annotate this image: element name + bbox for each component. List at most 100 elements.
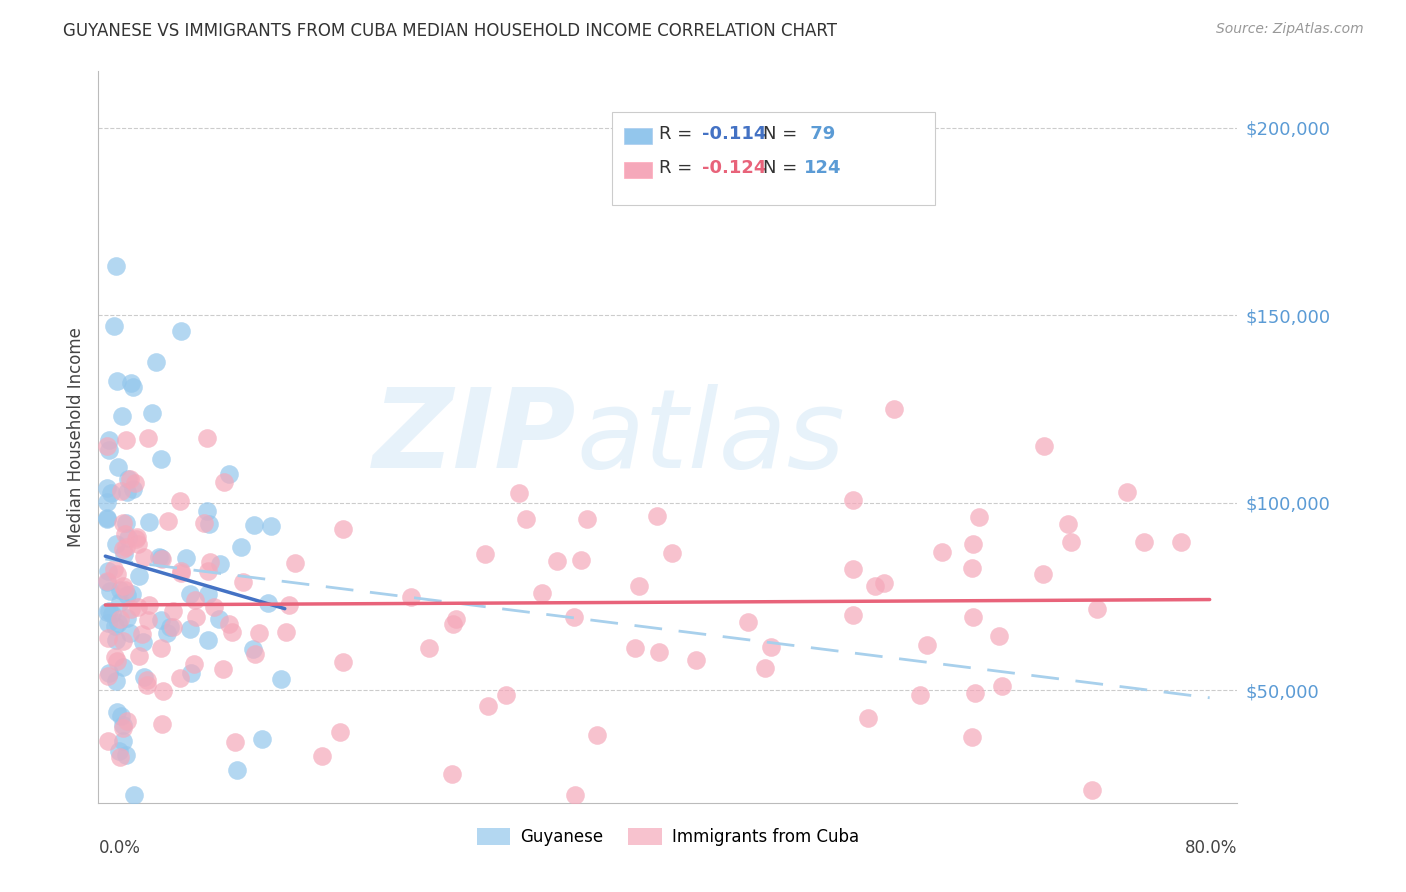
- Point: [138, 599, 160, 613]
- Point: [96, 511, 118, 525]
- Point: [169, 494, 191, 508]
- Point: [1033, 440, 1056, 454]
- Point: [120, 602, 142, 616]
- Point: [100, 486, 122, 500]
- Point: [243, 647, 266, 661]
- Point: [1132, 534, 1154, 549]
- Point: [737, 615, 759, 630]
- Point: [122, 789, 145, 803]
- Point: [170, 565, 193, 579]
- Point: [1170, 535, 1192, 549]
- Point: [208, 557, 231, 571]
- Point: [562, 609, 585, 624]
- Point: [1115, 485, 1137, 500]
- Point: [179, 587, 201, 601]
- Point: [1060, 534, 1083, 549]
- Point: [645, 508, 668, 523]
- Point: [162, 620, 184, 634]
- Point: [159, 620, 181, 634]
- Point: [1032, 566, 1054, 581]
- Point: [270, 672, 292, 686]
- Point: [96, 575, 118, 590]
- Point: [183, 657, 205, 672]
- Point: [991, 680, 1014, 694]
- Point: [910, 688, 932, 702]
- Point: [150, 613, 173, 627]
- Text: N =: N =: [763, 159, 803, 177]
- Point: [104, 537, 127, 551]
- Point: [564, 789, 586, 803]
- Point: [107, 459, 129, 474]
- Point: [162, 604, 184, 618]
- Point: [125, 532, 148, 546]
- Text: R =: R =: [659, 159, 699, 177]
- Point: [156, 514, 179, 528]
- Point: [114, 526, 136, 541]
- Point: [195, 503, 218, 517]
- Point: [128, 649, 150, 664]
- Point: [648, 645, 671, 659]
- Point: [97, 734, 120, 748]
- Point: [110, 582, 132, 597]
- Point: [967, 509, 990, 524]
- Point: [101, 607, 124, 621]
- Point: [1085, 602, 1108, 616]
- Point: [110, 750, 132, 764]
- Point: [128, 569, 150, 583]
- Point: [150, 551, 173, 566]
- Point: [110, 594, 132, 608]
- Point: [170, 324, 193, 338]
- Point: [661, 545, 683, 559]
- Text: 80.0%: 80.0%: [1185, 839, 1237, 857]
- Point: [988, 629, 1011, 643]
- Point: [477, 699, 499, 714]
- Point: [186, 610, 208, 624]
- Point: [195, 431, 218, 445]
- Point: [883, 401, 905, 416]
- Point: [134, 550, 156, 565]
- Point: [117, 472, 139, 486]
- Y-axis label: Median Household Income: Median Household Income: [66, 327, 84, 547]
- Text: 79: 79: [804, 125, 835, 143]
- Point: [495, 688, 517, 702]
- Point: [107, 615, 129, 630]
- Text: -0.124: -0.124: [702, 159, 766, 177]
- Point: [183, 592, 205, 607]
- Point: [120, 472, 142, 486]
- Point: [124, 475, 146, 490]
- Point: [256, 596, 278, 610]
- Point: [150, 640, 173, 655]
- Point: [111, 409, 134, 423]
- Point: [624, 641, 647, 656]
- Point: [685, 653, 707, 667]
- Point: [474, 547, 496, 561]
- Point: [111, 717, 134, 731]
- Point: [247, 625, 270, 640]
- Point: [198, 516, 221, 531]
- Point: [329, 725, 352, 739]
- Point: [105, 567, 128, 582]
- Point: [110, 612, 132, 626]
- Point: [112, 542, 135, 557]
- Point: [114, 748, 136, 763]
- Text: 124: 124: [804, 159, 842, 177]
- Point: [277, 599, 299, 613]
- Point: [211, 662, 233, 676]
- Point: [131, 626, 153, 640]
- Point: [141, 405, 163, 419]
- Point: [115, 485, 138, 500]
- Point: [170, 566, 193, 580]
- Point: [260, 519, 283, 533]
- Text: ZIP: ZIP: [373, 384, 576, 491]
- Point: [754, 661, 776, 675]
- Point: [115, 611, 138, 625]
- Text: Source: ZipAtlas.com: Source: ZipAtlas.com: [1216, 22, 1364, 37]
- Point: [915, 638, 938, 652]
- Point: [112, 579, 135, 593]
- Point: [110, 484, 132, 499]
- Point: [418, 641, 440, 656]
- Point: [103, 562, 125, 576]
- Point: [231, 540, 253, 554]
- Point: [115, 516, 138, 531]
- Point: [962, 537, 984, 551]
